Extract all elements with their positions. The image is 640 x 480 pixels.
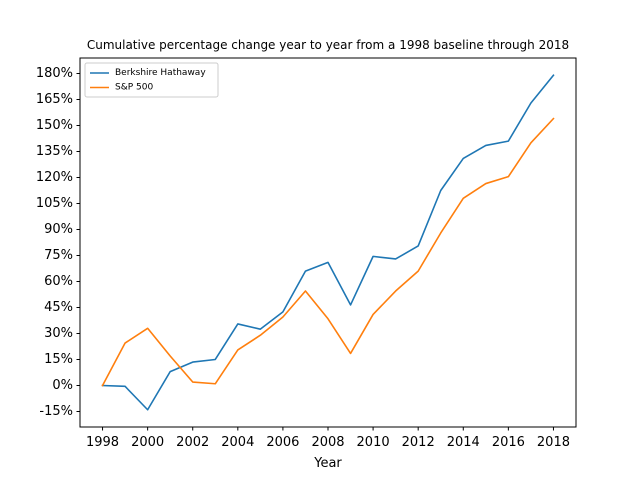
- x-tick-label: 2014: [447, 435, 480, 450]
- y-tick-label: 0%: [52, 378, 73, 393]
- y-tick-label: 30%: [44, 326, 73, 341]
- x-axis-label: Year: [313, 456, 342, 471]
- y-tick-label: 105%: [36, 196, 73, 211]
- x-tick-label: 2016: [492, 435, 525, 450]
- plot-lines: [101, 74, 555, 411]
- y-tick-label: -15%: [39, 404, 73, 419]
- y-tick-label: 90%: [44, 222, 73, 237]
- series-line-0: [101, 74, 555, 411]
- legend: Berkshire Hathaway S&P 500: [84, 62, 219, 98]
- x-tick-label: 2004: [221, 435, 254, 450]
- x-tick-label: 2008: [311, 435, 344, 450]
- x-axis: 1998 2000 2002 2004 2006 2008 2010 2012 2014 2016…: [86, 427, 570, 450]
- x-tick-label: 2018: [537, 435, 570, 450]
- y-axis: -15% 0% 15% 30% 45% 60% 75% 90% 105% 120% 135% 150%…: [36, 66, 80, 419]
- y-tick-label: 120%: [36, 170, 73, 185]
- y-tick-label: 135%: [36, 144, 73, 159]
- y-tick-label: 165%: [36, 92, 73, 107]
- series-line-1: [101, 117, 555, 387]
- legend-box: [84, 62, 219, 98]
- y-tick-label: 60%: [44, 274, 73, 289]
- y-tick-label: 150%: [36, 118, 73, 133]
- plot-frame: [79, 57, 577, 428]
- y-tick-label: 15%: [44, 352, 73, 367]
- legend-label-0: Berkshire Hathaway: [115, 68, 206, 78]
- legend-label-1: S&P 500: [115, 83, 153, 93]
- x-tick-label: 2006: [266, 435, 299, 450]
- x-tick-label: 2010: [357, 435, 390, 450]
- y-tick-label: 45%: [44, 300, 73, 315]
- chart-title: Cumulative percentage change year to yea…: [87, 38, 569, 52]
- y-tick-label: 180%: [36, 66, 73, 81]
- x-tick-label: 2012: [402, 435, 435, 450]
- x-tick-label: 1998: [86, 435, 119, 450]
- x-tick-label: 2002: [176, 435, 209, 450]
- y-tick-label: 75%: [44, 248, 73, 263]
- x-tick-label: 2000: [131, 435, 164, 450]
